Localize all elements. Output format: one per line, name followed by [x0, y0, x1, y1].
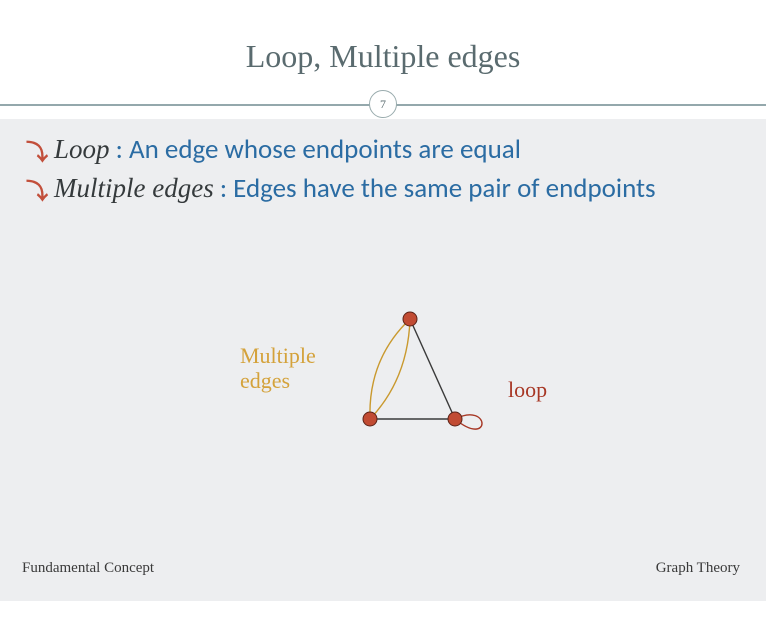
graph-diagram — [330, 299, 510, 459]
bullet-item: ⤵ Multiple edges : Edges have the same p… — [26, 172, 740, 205]
content-area: ⤵ Loop : An edge whose endpoints are equ… — [0, 119, 766, 601]
page-number-badge: 7 — [369, 90, 397, 118]
slide-title: Loop, Multiple edges — [0, 38, 766, 75]
slide: Loop, Multiple edges 7 ⤵ Loop : An edge … — [0, 0, 766, 624]
bullet-icon: ⤵ — [26, 181, 48, 203]
bullet-term: Loop — [54, 134, 110, 164]
footer-left: Fundamental Concept — [22, 560, 154, 577]
title-area: Loop, Multiple edges — [0, 0, 766, 75]
loop-label: loop — [508, 377, 547, 403]
diagram-area: Multiple edges loop — [0, 299, 766, 519]
bullet-icon: ⤵ — [26, 142, 48, 164]
footer-right: Graph Theory — [656, 560, 740, 577]
multiple-edges-label: Multiple edges — [240, 343, 316, 394]
bullet-rest: : An edge whose endpoints are equal — [110, 133, 521, 166]
bullet-item: ⤵ Loop : An edge whose endpoints are equ… — [26, 133, 740, 166]
bullet-term: Multiple edges — [54, 173, 214, 203]
bullet-rest: : Edges have the same pair of endpoints — [214, 172, 656, 205]
divider-row: 7 — [0, 89, 766, 119]
